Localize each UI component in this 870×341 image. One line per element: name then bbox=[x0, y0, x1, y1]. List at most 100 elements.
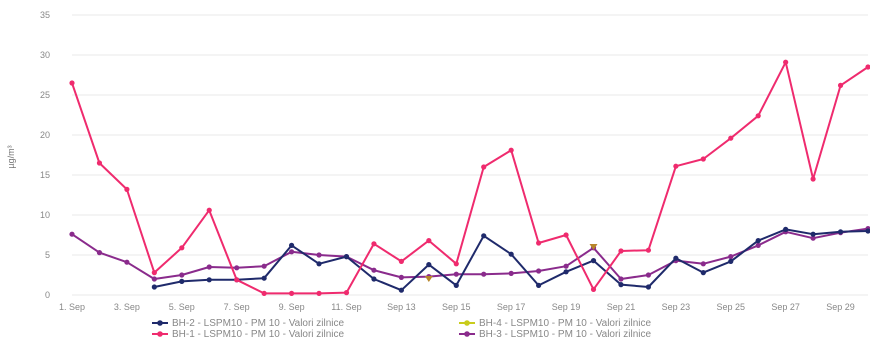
data-point bbox=[206, 264, 212, 270]
data-point bbox=[206, 207, 212, 213]
data-point bbox=[453, 261, 459, 267]
legend-item: BH-4 - LSPM10 - PM 10 - Valori zilnice bbox=[459, 318, 652, 329]
data-point bbox=[179, 272, 185, 278]
data-point bbox=[316, 261, 322, 267]
x-tick-label: 3. Sep bbox=[114, 302, 140, 312]
data-point bbox=[728, 254, 734, 260]
data-point bbox=[755, 113, 761, 119]
x-tick-label: 9. Sep bbox=[279, 302, 305, 312]
data-point bbox=[316, 252, 322, 258]
legend-label: BH-2 - LSPM10 - PM 10 - Valori zilnice bbox=[172, 318, 345, 329]
x-tick-label: Sep 23 bbox=[662, 302, 691, 312]
legend-item: BH-3 - LSPM10 - PM 10 - Valori zilnice bbox=[459, 329, 652, 340]
legend-swatch-marker bbox=[157, 320, 163, 326]
data-point bbox=[398, 258, 404, 264]
data-point bbox=[728, 258, 734, 264]
series-0 bbox=[151, 226, 870, 293]
data-point bbox=[151, 276, 157, 282]
data-point bbox=[700, 261, 706, 267]
data-point bbox=[865, 64, 870, 70]
series-line bbox=[154, 228, 869, 292]
data-point bbox=[124, 259, 130, 265]
data-point bbox=[590, 286, 597, 292]
y-tick-label: 15 bbox=[40, 170, 50, 180]
data-point bbox=[481, 233, 487, 239]
y-axis-label: µg/m³ bbox=[6, 145, 16, 168]
data-point bbox=[179, 278, 185, 284]
data-point bbox=[865, 228, 870, 234]
data-point bbox=[783, 226, 789, 232]
data-point bbox=[590, 258, 597, 264]
series-2 bbox=[424, 244, 598, 282]
data-point bbox=[783, 59, 789, 65]
data-point bbox=[810, 235, 816, 241]
data-point bbox=[69, 80, 75, 86]
series-3 bbox=[69, 226, 870, 282]
data-point bbox=[371, 276, 377, 282]
data-point bbox=[645, 272, 652, 278]
data-point bbox=[837, 229, 844, 235]
data-point bbox=[618, 248, 624, 254]
data-point bbox=[508, 147, 514, 153]
data-point bbox=[261, 263, 267, 269]
series-line bbox=[71, 227, 869, 280]
data-point bbox=[124, 186, 130, 192]
x-tick-label: Sep 19 bbox=[552, 302, 581, 312]
data-point bbox=[700, 156, 706, 162]
data-point bbox=[810, 176, 816, 182]
data-point bbox=[536, 268, 542, 274]
data-point bbox=[673, 255, 679, 261]
x-tick-label: Sep 27 bbox=[771, 302, 800, 312]
data-point bbox=[96, 250, 103, 256]
x-tick-label: 11. Sep bbox=[331, 302, 361, 312]
data-point bbox=[69, 231, 75, 237]
x-tick-label: Sep 17 bbox=[497, 302, 526, 312]
data-point bbox=[481, 271, 487, 277]
legend-swatch-marker bbox=[464, 331, 470, 337]
x-axis-ticks: 1. Sep 3. Sep 5. Sep 7. Sep 9. Sep 11. Sep Sep… bbox=[59, 302, 855, 312]
data-point bbox=[343, 254, 350, 260]
data-point bbox=[179, 245, 185, 251]
legend: BH-2 - LSPM10 - PM 10 - Valori zilniceBH… bbox=[152, 318, 652, 340]
series-1 bbox=[69, 59, 870, 296]
legend-swatch-marker bbox=[157, 331, 163, 337]
data-point bbox=[151, 284, 157, 290]
series-layer bbox=[69, 59, 870, 296]
data-point bbox=[288, 290, 295, 296]
y-tick-label: 0 bbox=[45, 290, 50, 300]
y-tick-label: 20 bbox=[40, 130, 50, 140]
data-point bbox=[563, 269, 569, 275]
data-point bbox=[151, 270, 157, 276]
x-tick-label: Sep 29 bbox=[826, 302, 855, 312]
series-line bbox=[71, 61, 869, 295]
data-point bbox=[234, 265, 240, 271]
x-tick-label: Sep 15 bbox=[442, 302, 471, 312]
data-point bbox=[673, 163, 679, 169]
data-point bbox=[589, 244, 598, 250]
data-point bbox=[261, 275, 267, 281]
data-point bbox=[645, 247, 652, 253]
data-point bbox=[453, 271, 459, 277]
data-point bbox=[398, 287, 404, 293]
data-point bbox=[426, 238, 432, 244]
data-point bbox=[645, 284, 652, 290]
y-axis-ticks: 0 5 10 15 20 25 30 35 bbox=[40, 10, 50, 300]
data-point bbox=[261, 290, 267, 296]
x-tick-label: 1. Sep bbox=[59, 302, 85, 312]
legend-label: BH-3 - LSPM10 - PM 10 - Valori zilnice bbox=[479, 329, 652, 340]
data-point bbox=[453, 282, 459, 288]
data-point bbox=[618, 282, 624, 288]
y-tick-label: 10 bbox=[40, 210, 50, 220]
y-tick-label: 5 bbox=[45, 250, 50, 260]
data-point bbox=[398, 274, 404, 280]
data-point bbox=[755, 242, 761, 248]
legend-label: BH-1 - LSPM10 - PM 10 - Valori zilnice bbox=[172, 329, 345, 340]
data-point bbox=[700, 270, 706, 276]
data-point bbox=[481, 164, 487, 170]
grid-lines bbox=[72, 14, 868, 296]
x-tick-label: Sep 21 bbox=[607, 302, 636, 312]
data-point bbox=[371, 241, 377, 247]
data-point bbox=[371, 267, 377, 273]
data-point bbox=[755, 238, 761, 244]
